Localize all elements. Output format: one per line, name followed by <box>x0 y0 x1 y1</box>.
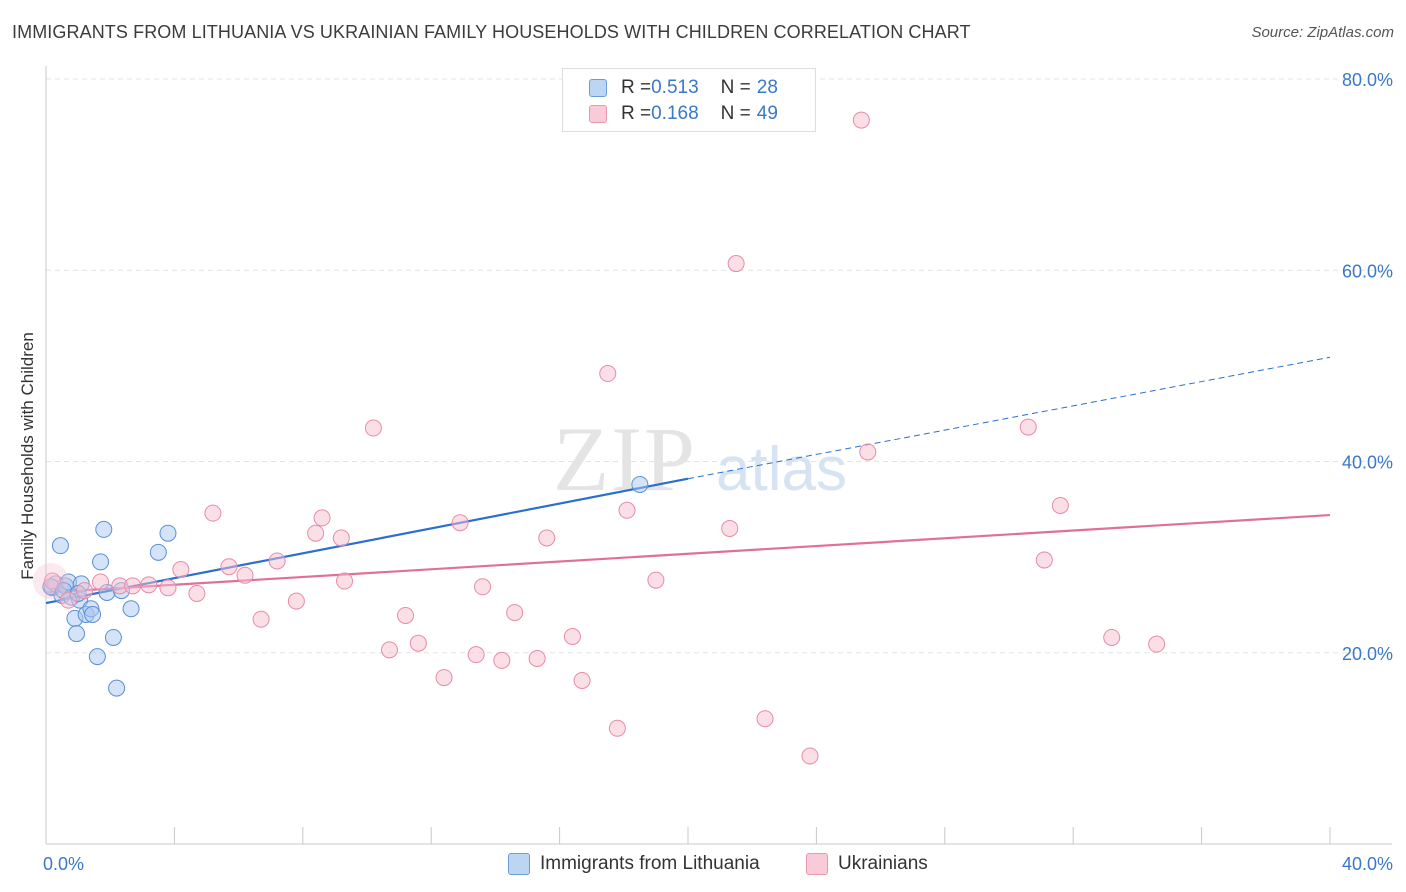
x-tick-label: 0.0% <box>43 854 84 874</box>
ukrainian-point <box>332 529 350 547</box>
correlation-legend: R = 0.513 N = 28 R = 0.168 N = 49 <box>562 68 816 132</box>
lithuania-trend-extension <box>687 356 1331 480</box>
ukrainian-point <box>409 634 427 652</box>
tick-labels: 20.0% 40.0% 60.0% 80.0% 0.0% 40.0% <box>43 70 1393 874</box>
legend-swatch-pink <box>589 105 607 123</box>
ukrainian-point <box>528 649 546 667</box>
ukrainian-point <box>76 582 94 600</box>
watermark-atlas: atlas <box>716 435 847 504</box>
ukrainian-point <box>647 571 665 589</box>
ukrainian-point <box>538 529 556 547</box>
ukrainian-point <box>287 592 305 610</box>
chart-source: Source: ZipAtlas.com <box>1251 24 1394 41</box>
lithuania-point <box>88 648 106 666</box>
lithuania-point <box>104 628 122 646</box>
ukrainian-point <box>43 572 61 590</box>
ukrainian-point <box>599 365 617 383</box>
legend-row-lithuania: R = 0.513 N = 28 <box>589 77 778 99</box>
ukrainian-point <box>1019 418 1037 436</box>
ukrainian-point <box>172 561 190 579</box>
ukrainian-point <box>608 719 626 737</box>
lithuania-point <box>92 553 110 571</box>
ukrainian-point <box>252 610 270 628</box>
ukrainian-point <box>124 577 142 595</box>
bottom-legend-ukrainians: Ukrainians <box>806 852 928 876</box>
lithuania-point <box>631 475 649 493</box>
axes <box>45 66 1392 845</box>
legend-n-label: N = <box>720 103 751 124</box>
ukrainian-point <box>801 747 819 765</box>
legend-r-label: R = <box>621 77 652 98</box>
ukrainian-point <box>204 504 222 522</box>
ukrainian-point <box>563 627 581 645</box>
lithuania-point <box>159 524 177 542</box>
ukrainian-point <box>364 419 382 437</box>
legend-r-label: R = <box>621 103 652 124</box>
lithuania-point <box>149 543 167 561</box>
ukrainian-point <box>313 509 331 527</box>
ukrainian-point <box>336 572 354 590</box>
ukrainian-point <box>1035 551 1053 569</box>
legend-r-value: 0.513 <box>651 77 699 98</box>
ukrainian-point <box>573 671 591 689</box>
ukrainian-trend-line <box>45 513 1331 594</box>
ukrainian-point <box>467 646 485 664</box>
lithuania-point <box>108 679 126 697</box>
ukrainian-point <box>397 606 415 624</box>
ukrainian-point <box>721 519 739 537</box>
ukrainian-point <box>32 563 69 600</box>
legend-n-value: 49 <box>756 103 778 124</box>
watermark: ZIP atlas <box>553 408 847 510</box>
legend-row-ukrainians: R = 0.168 N = 49 <box>589 103 778 125</box>
legend-n-label: N = <box>720 77 751 98</box>
bottom-legend-label: Ukrainians <box>838 853 928 874</box>
y-tick-label: 40.0% <box>1342 453 1393 473</box>
ukrainian-point <box>1103 628 1121 646</box>
ukrainian-point <box>435 669 453 687</box>
bottom-legend-lithuania: Immigrants from Lithuania <box>508 852 760 876</box>
ukrainian-point <box>852 111 870 129</box>
chart-title: IMMIGRANTS FROM LITHUANIA VS UKRAINIAN F… <box>12 22 971 42</box>
ukrainian-point <box>92 573 110 591</box>
ukrainian-point <box>59 591 77 609</box>
ukrainian-point <box>1148 635 1166 653</box>
ukrainian-point <box>236 566 254 584</box>
legend-n-value: 28 <box>756 77 778 98</box>
ukrainian-point <box>493 651 511 669</box>
ukrainian-point <box>188 584 206 602</box>
ukrainian-point <box>140 576 158 594</box>
lithuania-point <box>67 625 85 643</box>
legend-r-value: 0.168 <box>651 103 699 124</box>
bottom-legend-swatch-pink <box>806 853 828 875</box>
lithuania-point <box>84 606 102 623</box>
ukrainian-point <box>506 604 524 622</box>
y-tick-label: 60.0% <box>1342 261 1393 281</box>
lithuania-point <box>122 600 140 618</box>
ukrainian-point <box>756 710 774 728</box>
x-tick-label: 40.0% <box>1342 854 1393 874</box>
ukrainian-point <box>268 552 286 570</box>
ukrainian-point <box>380 641 398 659</box>
ukrainian-point <box>618 501 636 519</box>
ukrainian-point <box>727 255 745 273</box>
ukrainian-point <box>307 524 325 542</box>
y-tick-label: 20.0% <box>1342 644 1393 664</box>
y-tick-label: 80.0% <box>1342 70 1393 90</box>
bottom-legend-label: Immigrants from Lithuania <box>540 853 760 874</box>
ukrainian-point <box>159 579 177 597</box>
ukrainian-point <box>474 578 492 596</box>
ukrainian-point <box>859 443 877 461</box>
gridlines <box>46 78 1392 654</box>
y-axis-title: Family Households with Children <box>18 332 37 580</box>
ukrainian-point <box>451 514 469 532</box>
lithuania-point <box>95 520 113 538</box>
legend-swatch-blue <box>589 79 607 97</box>
ukrainian-point <box>220 558 238 576</box>
bottom-legend-swatch-blue <box>508 853 530 875</box>
ukrainian-point <box>1051 496 1069 514</box>
watermark-zip: ZIP <box>553 408 697 510</box>
data-points <box>32 111 1166 765</box>
lithuania-point <box>51 537 69 555</box>
